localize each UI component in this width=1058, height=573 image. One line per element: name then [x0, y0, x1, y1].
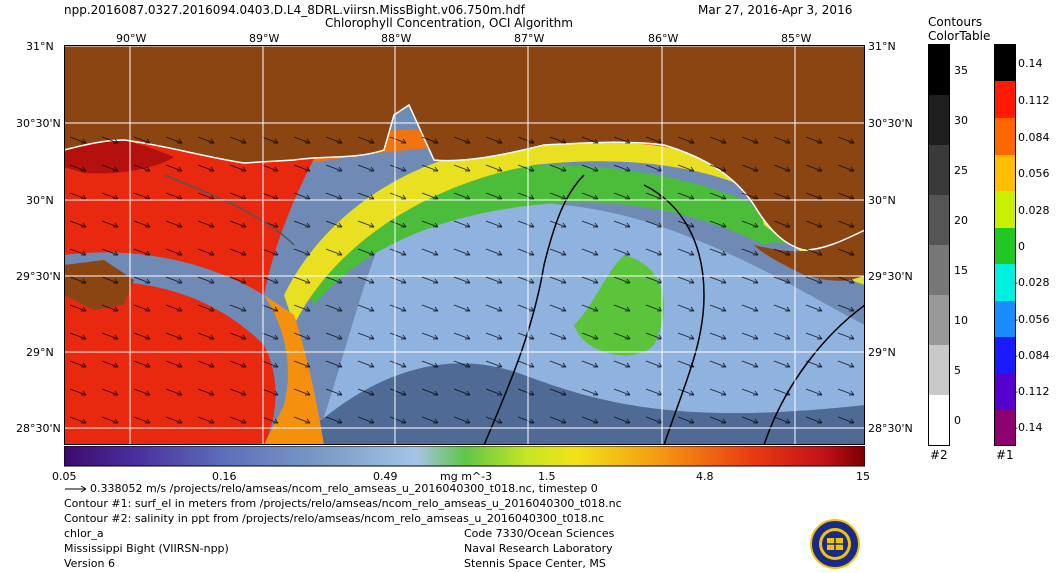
- contour-line-2: [643, 184, 705, 445]
- contour-swatch-15: [929, 245, 949, 295]
- ct-label-2: 0.084: [1018, 131, 1050, 144]
- contour-label-30: 30: [954, 114, 968, 127]
- ct-swatch-10: [995, 410, 1015, 445]
- graticule: [64, 45, 865, 445]
- colorbar-gradient: [64, 446, 865, 467]
- ct-label-4: 0.028: [1018, 204, 1050, 217]
- ct-swatch-5: [995, 228, 1015, 264]
- lat-label-left-31n: 31°N: [26, 40, 54, 53]
- ct-label-5: 0: [1018, 240, 1025, 253]
- contour-swatch-35: [929, 45, 949, 95]
- lat-label-right-31n: 31°N: [868, 40, 896, 53]
- ct-swatch-6: [995, 264, 1015, 301]
- ct-swatch-3: [995, 155, 1015, 191]
- lat-label-left-30-30n: 30°30'N: [16, 117, 61, 130]
- ct-label-3: 0.056: [1018, 167, 1050, 180]
- ct-swatch-9: [995, 374, 1015, 410]
- lat-label-right-29n: 29°N: [868, 346, 896, 359]
- contour-label-35: 35: [954, 64, 968, 77]
- ct-label-1: 0.112: [1018, 94, 1050, 107]
- lon-label-87w: 87°W: [514, 32, 545, 45]
- lon-label-90w: 90°W: [116, 32, 147, 45]
- vector-scale-text: 0.338052 m/s /projects/relo/amseas/ncom_…: [90, 482, 598, 495]
- lat-label-left-28-30n: 28°30'N: [16, 422, 61, 435]
- contour2-description: Contour #2: salinity in ppt from /projec…: [64, 512, 605, 525]
- date-range: Mar 27, 2016-Apr 3, 2016: [698, 3, 853, 17]
- ct-swatch-8: [995, 337, 1015, 374]
- contour-swatch-20: [929, 195, 949, 245]
- version-text: Version 6: [64, 557, 115, 570]
- contours-legend-id: #2: [930, 448, 948, 462]
- ct-label-8: -0.084: [1014, 349, 1050, 362]
- ct-swatch-2: [995, 118, 1015, 155]
- org-location: Stennis Space Center, MS: [464, 557, 606, 570]
- colortable-legend-id: #1: [996, 448, 1014, 462]
- current-vectors: [64, 135, 865, 445]
- legend-title-colortable: ColorTable: [928, 29, 991, 43]
- org-code: Code 7330/Ocean Sciences: [464, 527, 615, 540]
- contour-swatch-10: [929, 295, 949, 345]
- lat-label-left-30n: 30°N: [26, 194, 54, 207]
- contour-label-25: 25: [954, 164, 968, 177]
- lon-label-88w: 88°W: [381, 32, 412, 45]
- contour-swatch-25: [929, 145, 949, 195]
- lon-label-86w: 86°W: [648, 32, 679, 45]
- lat-label-right-28-30n: 28°30'N: [868, 422, 913, 435]
- region-name: Mississippi Bight (VIIRSN-npp): [64, 542, 229, 555]
- colortable-legend-bar: [994, 44, 1016, 446]
- legend-title-contours: Contours: [928, 15, 983, 29]
- ct-swatch-4: [995, 191, 1015, 228]
- colorbar-tick-5: 15: [856, 470, 870, 483]
- ct-swatch-0: [995, 45, 1015, 81]
- contour-label-20: 20: [954, 214, 968, 227]
- ct-swatch-1: [995, 81, 1015, 118]
- ct-label-10: -0.14: [1014, 421, 1043, 434]
- vector-scale-arrow: [65, 485, 87, 493]
- lat-label-right-29-30n: 29°30'N: [868, 270, 913, 283]
- ct-swatch-7: [995, 301, 1015, 337]
- nrl-seal-logo: [810, 519, 860, 569]
- contour-label-0: 0: [954, 414, 961, 427]
- contour-label-15: 15: [954, 264, 968, 277]
- contour-label-5: 5: [954, 364, 961, 377]
- contour-label-10: 10: [954, 314, 968, 327]
- colorbar-tick-4: 4.8: [696, 470, 714, 483]
- lat-label-left-29n: 29°N: [26, 346, 54, 359]
- lon-label-85w: 85°W: [781, 32, 812, 45]
- contour-swatch-5: [929, 345, 949, 395]
- lon-label-89w: 89°W: [249, 32, 280, 45]
- lat-label-right-30-30n: 30°30'N: [868, 117, 913, 130]
- contour-swatch-30: [929, 95, 949, 145]
- colorbar-tick-3: 1.5: [538, 470, 556, 483]
- chlorophyll-colorbar: [64, 446, 865, 467]
- org-name: Naval Research Laboratory: [464, 542, 613, 555]
- ct-label-7: -0.056: [1014, 313, 1050, 326]
- contour1-description: Contour #1: surf_el in meters from /proj…: [64, 497, 622, 510]
- chlorophyll-map: [64, 45, 865, 445]
- colorbar-tick-2: 0.49: [373, 470, 398, 483]
- map-frame: [64, 45, 865, 445]
- file-name: npp.2016087.0327.2016094.0403.D.L4_8DRL.…: [64, 3, 525, 17]
- ct-label-6: -0.028: [1014, 276, 1050, 289]
- colorbar-tick-0: 0.05: [52, 470, 77, 483]
- contour-line-3: [763, 304, 865, 445]
- colorbar-tick-1: 0.16: [212, 470, 237, 483]
- colorbar-units: mg m^-3: [440, 470, 493, 483]
- contours-legend-bar: [928, 44, 950, 446]
- ct-label-9: -0.112: [1014, 385, 1050, 398]
- product-title: Chlorophyll Concentration, OCI Algorithm: [325, 16, 573, 30]
- contour-line-4: [163, 174, 295, 246]
- lat-label-left-29-30n: 29°30'N: [16, 270, 61, 283]
- product-name: chlor_a: [64, 527, 104, 540]
- lat-label-right-30n: 30°N: [868, 194, 896, 207]
- ct-label-0: 0.14: [1018, 57, 1043, 70]
- contour-swatch-0: [929, 395, 949, 445]
